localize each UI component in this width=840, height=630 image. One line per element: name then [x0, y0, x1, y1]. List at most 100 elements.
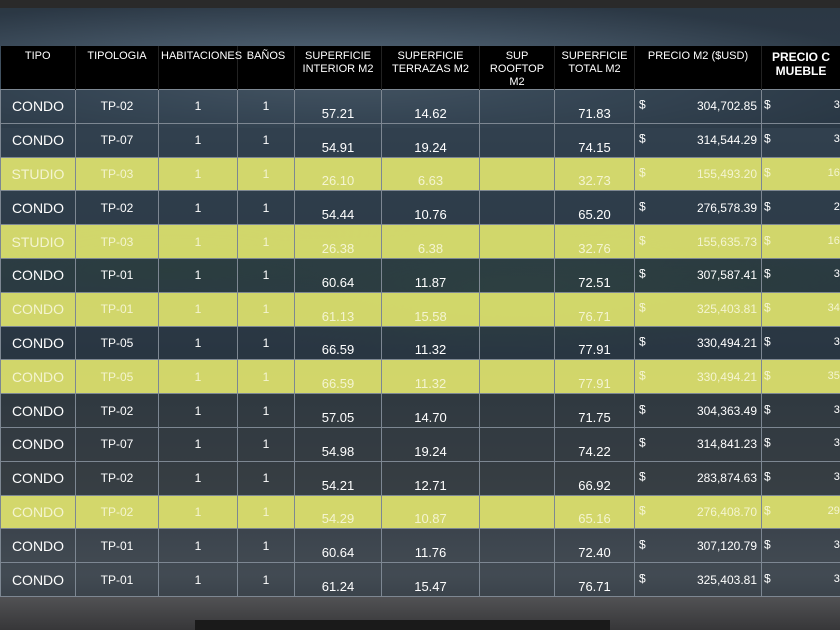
cell-sup-interior: 66.59 — [294, 325, 382, 361]
cell-tipologia: TP-01 — [75, 562, 159, 597]
cell-tipologia: TP-02 — [75, 494, 159, 530]
header-sup-total-line2: TOTAL M2 — [568, 63, 621, 75]
cell-sup-interior: 57.05 — [294, 393, 382, 428]
cell-banos: 1 — [237, 156, 295, 192]
precio-m2-value: 330,494.21 — [696, 369, 757, 384]
cell-tipologia: TP-05 — [75, 359, 159, 395]
cell-tipologia: TP-07 — [75, 122, 159, 158]
table-row: STUDIO TP-03 1 1 26.10 6.63 32.73 $155,493.20 $1… — [0, 156, 840, 192]
precio-muebles-value: 32 — [833, 538, 840, 551]
precio-muebles-value: 33 — [833, 437, 840, 450]
cell-sup-rooftop — [479, 122, 555, 158]
header-banos-label: BAÑOS — [246, 50, 286, 62]
table-row: CONDO TP-07 1 1 54.91 19.24 74.15 $314,544.29 $3… — [0, 122, 840, 158]
cell-precio-muebles: $345 — [761, 291, 840, 327]
cell-precio-m2: $314,544.29 — [634, 122, 762, 158]
cell-sup-rooftop — [479, 393, 555, 428]
cell-tipologia: TP-07 — [75, 426, 159, 462]
cell-habitaciones: 1 — [158, 190, 238, 226]
precio-m2-value: 314,544.29 — [696, 133, 757, 148]
header-tipologia-label: TIPOLOGIA — [87, 50, 147, 62]
table-row: CONDO TP-01 1 1 60.64 11.87 72.51 $307,587.41 $3… — [0, 257, 840, 293]
cell-sup-interior: 66.59 — [294, 359, 382, 395]
cell-habitaciones: 1 — [158, 528, 238, 564]
cell-habitaciones: 1 — [158, 257, 238, 293]
cell-habitaciones: 1 — [158, 325, 238, 361]
precio-muebles-value: 34 — [833, 572, 840, 585]
cell-sup-total: 32.73 — [554, 156, 635, 192]
header-tipo: TIPO — [0, 46, 76, 90]
header-sup-total-line1: SUPERFICIE — [561, 50, 628, 62]
precio-muebles-value: 345 — [827, 301, 840, 314]
cell-tipo: CONDO — [0, 460, 76, 496]
cell-precio-m2: $283,874.63 — [634, 460, 762, 496]
header-sup-terrazas-line1: SUPERFICIE — [397, 50, 464, 62]
cell-tipo: CONDO — [0, 257, 76, 293]
cell-sup-terrazas: 12.71 — [381, 460, 480, 496]
cell-sup-terrazas: 6.63 — [381, 156, 480, 192]
precio-m2-value: 155,635.73 — [696, 234, 757, 249]
cell-habitaciones: 1 — [158, 291, 238, 327]
cell-habitaciones: 1 — [158, 122, 238, 158]
cell-precio-m2: $276,578.39 — [634, 190, 762, 226]
cell-precio-muebles: $33 — [761, 426, 840, 462]
cell-habitaciones: 1 — [158, 359, 238, 395]
cell-sup-terrazas: 19.24 — [381, 426, 480, 462]
precio-m2-value: 307,120.79 — [696, 538, 757, 553]
cell-precio-muebles: $33 — [761, 122, 840, 158]
cell-tipologia: TP-01 — [75, 257, 159, 293]
cell-sup-rooftop — [479, 291, 555, 327]
header-sup-rooftop-line2: M2 — [509, 76, 525, 88]
cell-sup-interior: 54.91 — [294, 122, 382, 158]
cell-tipo: CONDO — [0, 291, 76, 327]
cell-sup-interior: 57.21 — [294, 89, 382, 124]
cell-precio-muebles: $34 — [761, 562, 840, 597]
header-tipo-label: TIPO — [24, 50, 51, 62]
cell-precio-muebles: $350 — [761, 359, 840, 395]
precio-muebles-value: 29 — [833, 200, 840, 213]
currency-symbol: $ — [764, 165, 771, 180]
cell-habitaciones: 1 — [158, 156, 238, 192]
cell-sup-interior: 60.64 — [294, 257, 382, 293]
cell-sup-total: 76.71 — [554, 562, 635, 597]
cell-sup-total: 66.92 — [554, 460, 635, 496]
precio-muebles-value: 32 — [833, 268, 840, 281]
cell-sup-total: 71.75 — [554, 393, 635, 428]
cell-precio-m2: $330,494.21 — [634, 359, 762, 395]
header-precio-m2-label: PRECIO M2 ($USD) — [647, 50, 749, 62]
cell-precio-m2: $307,587.41 — [634, 257, 762, 293]
cell-banos: 1 — [237, 89, 295, 124]
currency-symbol: $ — [639, 537, 646, 552]
cell-habitaciones: 1 — [158, 494, 238, 530]
cell-sup-rooftop — [479, 494, 555, 530]
cell-sup-interior: 54.98 — [294, 426, 382, 462]
currency-symbol: $ — [764, 334, 771, 349]
cell-sup-total: 71.83 — [554, 89, 635, 124]
precio-m2-value: 276,578.39 — [696, 200, 757, 215]
currency-symbol: $ — [639, 266, 646, 281]
cell-precio-m2: $314,841.23 — [634, 426, 762, 462]
header-sup-rooftop: SUP ROOFTOP M2 — [479, 46, 555, 90]
cell-banos: 1 — [237, 393, 295, 428]
cell-sup-rooftop — [479, 224, 555, 259]
cell-banos: 1 — [237, 460, 295, 496]
cell-sup-terrazas: 15.47 — [381, 562, 480, 597]
precio-m2-value: 283,874.63 — [696, 471, 757, 486]
currency-symbol: $ — [764, 537, 771, 552]
cell-habitaciones: 1 — [158, 426, 238, 462]
cell-precio-m2: $155,493.20 — [634, 156, 762, 192]
table-row: CONDO TP-02 1 1 54.29 10.87 65.16 $276,408.70 $2… — [0, 494, 840, 530]
cell-sup-rooftop — [479, 156, 555, 192]
cell-sup-interior: 54.44 — [294, 190, 382, 226]
cell-precio-muebles: $32 — [761, 257, 840, 293]
precio-m2-value: 276,408.70 — [696, 504, 757, 519]
cell-habitaciones: 1 — [158, 89, 238, 124]
precio-muebles-value: 35 — [833, 335, 840, 348]
table-row: CONDO TP-01 1 1 61.24 15.47 76.71 $325,403.81 $3… — [0, 562, 840, 597]
cell-tipologia: TP-02 — [75, 190, 159, 226]
top-bar — [0, 0, 840, 8]
table-row: CONDO TP-02 1 1 54.21 12.71 66.92 $283,874.63 $3… — [0, 460, 840, 496]
cell-precio-muebles: $32 — [761, 89, 840, 124]
currency-symbol: $ — [639, 97, 646, 112]
currency-symbol: $ — [639, 402, 646, 417]
